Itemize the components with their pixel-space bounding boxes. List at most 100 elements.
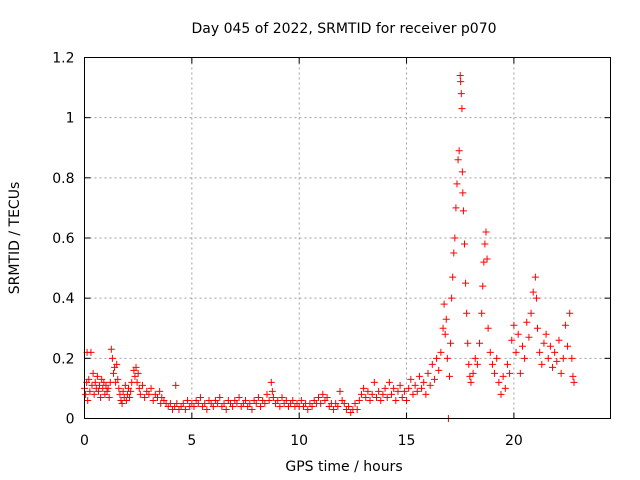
data-point [561, 321, 569, 329]
data-point [340, 399, 348, 407]
data-point [479, 282, 487, 290]
data-point [196, 393, 204, 401]
data-point [455, 147, 463, 155]
data-point [557, 369, 565, 377]
data-point [527, 309, 535, 317]
data-point [317, 399, 325, 407]
data-point [172, 381, 180, 389]
data-point [467, 378, 475, 386]
data-point [439, 324, 447, 332]
x-axis-title: GPS time / hours [285, 459, 402, 475]
grid-layer [84, 57, 611, 419]
data-point [366, 396, 374, 404]
data-point [466, 372, 474, 380]
data-point [103, 387, 111, 395]
data-point [261, 399, 269, 407]
data-point [357, 390, 365, 398]
data-point [482, 228, 490, 236]
data-point [229, 402, 237, 410]
data-point [428, 360, 436, 368]
data-point [85, 375, 93, 383]
data-point [248, 405, 256, 413]
data-point [476, 339, 484, 347]
data-point [538, 360, 546, 368]
data-point [525, 333, 533, 341]
data-point [116, 390, 124, 398]
data-point [203, 405, 211, 413]
data-point [453, 180, 461, 188]
data-point [119, 387, 127, 395]
data-point [276, 402, 284, 410]
data-point [94, 387, 102, 395]
data-point [495, 378, 503, 386]
data-point [330, 405, 338, 413]
data-point [304, 405, 312, 413]
data-point [107, 345, 115, 353]
data-point [388, 390, 396, 398]
data-point [392, 396, 400, 404]
data-point [91, 378, 99, 386]
data-point [568, 354, 576, 362]
data-point [499, 372, 507, 380]
x-tick-label: 5 [187, 433, 196, 449]
data-point [362, 393, 370, 401]
data-point [435, 366, 443, 374]
data-point [426, 381, 434, 389]
data-point [222, 405, 230, 413]
data-point [108, 354, 116, 362]
data-point [459, 207, 467, 215]
data-point [246, 399, 254, 407]
data-point [440, 300, 448, 308]
data-point [375, 387, 383, 395]
data-point [86, 387, 94, 395]
data-point [149, 396, 157, 404]
data-point [233, 399, 241, 407]
data-point [265, 396, 273, 404]
data-point [394, 387, 402, 395]
data-point [549, 363, 557, 371]
data-point [297, 396, 305, 404]
data-point [131, 372, 139, 380]
data-point [491, 369, 499, 377]
data-point [459, 189, 467, 197]
data-point [461, 240, 469, 248]
data-point [407, 375, 415, 383]
data-point [422, 390, 430, 398]
data-point [540, 339, 548, 347]
data-point [214, 399, 222, 407]
data-point [480, 258, 488, 266]
data-point [450, 249, 458, 257]
data-point [486, 348, 494, 356]
data-point [97, 393, 105, 401]
data-point [481, 240, 489, 248]
data-point [201, 399, 209, 407]
data-point [433, 354, 441, 362]
data-point [449, 273, 457, 281]
data-point [194, 399, 202, 407]
data-point [464, 339, 472, 347]
data-point [536, 348, 544, 356]
data-point [529, 288, 537, 296]
data-point [516, 369, 524, 377]
data-point [263, 390, 271, 398]
data-point [448, 294, 456, 302]
data-point [555, 336, 563, 344]
data-point [462, 279, 470, 287]
data-point [135, 384, 143, 392]
data-point [531, 273, 539, 281]
data-point [418, 384, 426, 392]
data-point [257, 402, 265, 410]
data-point [508, 336, 516, 344]
data-point [564, 342, 572, 350]
data-point [445, 372, 453, 380]
data-point [463, 309, 471, 317]
chart-title: Day 045 of 2022, SRMTID for receiver p07… [191, 21, 496, 37]
data-point [127, 387, 135, 395]
data-point [442, 315, 450, 323]
data-point [282, 396, 290, 404]
data-point [268, 387, 276, 395]
data-point [473, 360, 481, 368]
data-point [220, 399, 228, 407]
data-point [521, 354, 529, 362]
